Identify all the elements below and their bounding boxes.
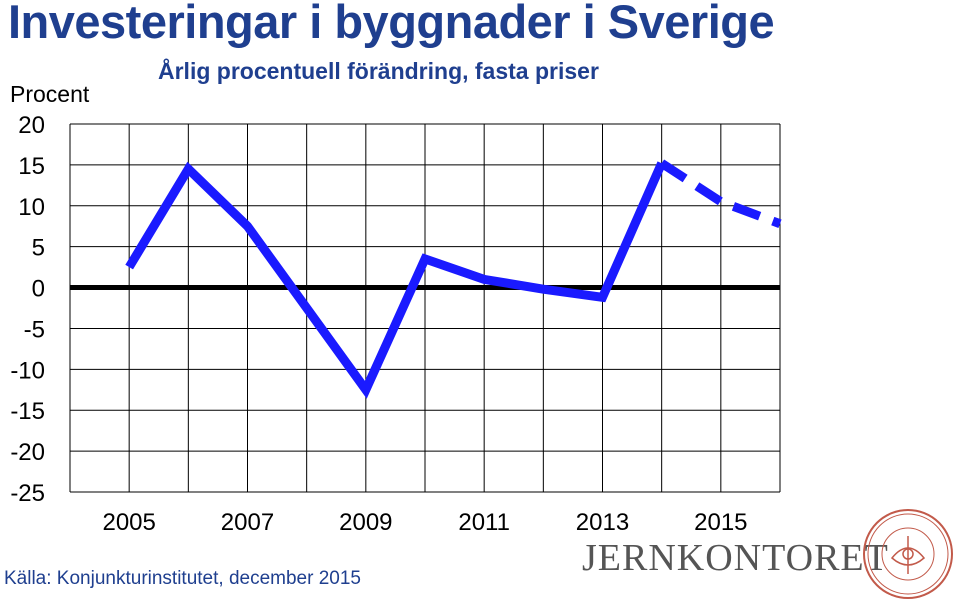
data-point (424, 258, 426, 260)
data-point (365, 389, 367, 391)
data-point (247, 225, 248, 227)
data-point (661, 162, 663, 164)
y-axis-label: Procent (10, 81, 90, 107)
x-tick-label: 2005 (102, 509, 155, 536)
chart-title: Investeringar i byggnader i Sverige (8, 0, 775, 48)
y-tick-label: 0 (32, 276, 45, 303)
x-tick-label: 2009 (339, 509, 392, 536)
data-point (779, 223, 781, 225)
data-point (306, 307, 308, 309)
x-tick-label: 2015 (694, 509, 747, 536)
data-point (602, 296, 603, 298)
data-point (483, 278, 485, 280)
y-tick-label: -20 (10, 439, 45, 466)
y-tick-label: 10 (18, 194, 45, 221)
forecast-line (659, 159, 782, 228)
data-point (187, 168, 189, 170)
y-tick-label: 15 (18, 153, 45, 180)
data-point (720, 201, 722, 203)
y-tick-label: -10 (10, 357, 45, 384)
x-tick-label: 2013 (576, 509, 629, 536)
y-tick-label: -5 (24, 316, 45, 343)
seal-logo (863, 509, 953, 599)
x-tick-label: 2007 (221, 509, 274, 536)
y-tick-label: -15 (10, 398, 45, 425)
y-tick-label: 5 (32, 235, 45, 262)
source-note: Källa: Konjunkturinstitutet, december 20… (4, 568, 361, 589)
x-tick-label: 2011 (458, 509, 510, 536)
data-point (128, 266, 130, 268)
y-tick-label: 20 (18, 112, 45, 139)
jernkontoret-logo: JERNKONTORET (582, 537, 889, 579)
chart-subtitle: Årlig procentuell förändring, fasta pris… (158, 58, 599, 84)
data-point (542, 288, 544, 290)
series-line (125, 161, 666, 399)
y-tick-label: -25 (10, 480, 45, 507)
